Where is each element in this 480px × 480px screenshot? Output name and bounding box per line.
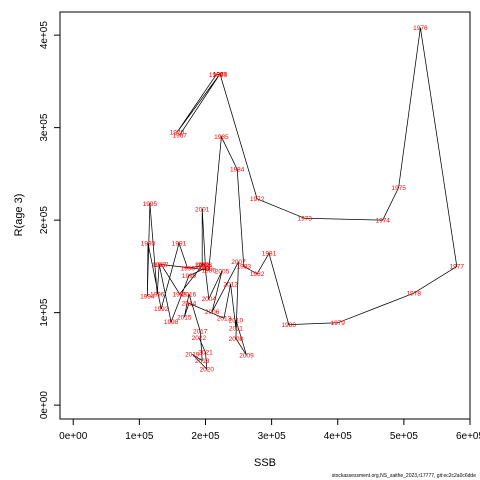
point-label-1996: 1996 [150,291,165,298]
y-axis: 0e+00 1e+05 2e+05 3e+05 4e+05 [39,21,60,420]
plot-frame [59,11,471,420]
point-label-1968: 1968 [213,71,228,78]
point-label-1980: 1980 [282,322,297,329]
y-tick-label: 0e+00 [39,391,50,420]
x-tick-label: 5e+05 [390,431,419,442]
point-label-2007: 2007 [231,259,246,266]
y-tick-label: 3e+05 [39,113,50,142]
point-label-1986: 1986 [202,267,217,274]
point-label-1976: 1976 [413,25,428,32]
point-label-2022: 2022 [192,335,207,342]
x-axis: 0e+00 1e+05 2e+05 3e+05 4e+05 5e+05 6e+05 [59,419,480,442]
point-label-2015: 2015 [177,315,192,322]
point-label-2004: 2004 [202,296,217,303]
point-label-2009: 2009 [239,353,254,360]
point-label-1970: 1970 [170,130,185,137]
point-label-1971: 1971 [213,71,228,78]
point-label-1992: 1992 [154,306,169,313]
point-label-2017: 2017 [193,328,208,335]
point-label-2020: 2020 [200,366,215,373]
point-label-1988: 1988 [172,291,187,298]
point-label-1982: 1982 [250,271,265,278]
point-label-1993: 1993 [141,241,156,248]
point-label-1975: 1975 [391,185,406,192]
point-label-1978: 1978 [407,291,422,298]
y-tick-label: 2e+05 [39,206,50,235]
point-label-1995: 1995 [143,201,158,208]
point-label-2010: 2010 [229,317,244,324]
point-label-2019: 2019 [185,352,200,359]
point-label-2000: 2000 [198,266,213,273]
point-label-2021: 2021 [198,350,213,357]
point-label-1991: 1991 [172,241,187,248]
point-label-1999: 1999 [182,273,197,280]
y-axis-title: R(age 3) [13,194,25,237]
point-label-1967: 1967 [172,132,187,139]
point-label-2001: 2001 [195,206,210,213]
point-label-1985: 1985 [214,134,229,141]
point-label-2014: 2014 [182,301,197,308]
y-tick-label: 4e+05 [39,21,50,50]
x-axis-title: SSB [254,457,276,469]
point-label-1984: 1984 [230,167,245,174]
point-label-1981: 1981 [262,251,277,258]
x-tick-label: 1e+05 [125,431,154,442]
x-tick-label: 0e+00 [59,431,88,442]
point-label-1972: 1972 [250,196,265,203]
y-tick-label: 1e+05 [39,298,50,327]
point-label-1990: 1990 [180,266,195,273]
point-label-2012: 2012 [223,281,238,288]
point-label-1998: 1998 [164,319,179,326]
point-label-2013: 2013 [217,316,232,323]
point-label-1994: 1994 [140,293,155,300]
point-label-1987: 1987 [154,262,169,269]
x-tick-label: 4e+05 [324,431,353,442]
point-label-1969: 1969 [209,72,224,79]
point-label-1997: 1997 [152,262,167,269]
point-label-1979: 1979 [330,320,345,327]
point-label-2011: 2011 [229,326,243,333]
point-label-2016: 2016 [182,291,197,298]
recruitment-trajectory-line [146,27,458,371]
x-tick-label: 3e+05 [258,431,287,442]
point-label-2018: 2018 [195,358,210,365]
point-label-2002: 2002 [195,262,210,269]
point-label-1989: 1989 [195,263,210,270]
point-label-1983: 1983 [237,264,252,271]
x-tick-label: 6e+05 [456,431,480,442]
point-label-1977: 1977 [450,264,465,271]
point-label-2003: 2003 [198,262,213,269]
point-label-1973: 1973 [297,216,312,223]
x-tick-label: 2e+05 [191,431,220,442]
point-label-2005: 2005 [215,268,230,275]
credit-text: stockassessment.org,NS_saithe_2023,r1777… [332,473,476,479]
point-label-2006: 2006 [205,309,220,316]
point-label-1974: 1974 [375,217,390,224]
point-label-2008: 2008 [229,336,244,343]
